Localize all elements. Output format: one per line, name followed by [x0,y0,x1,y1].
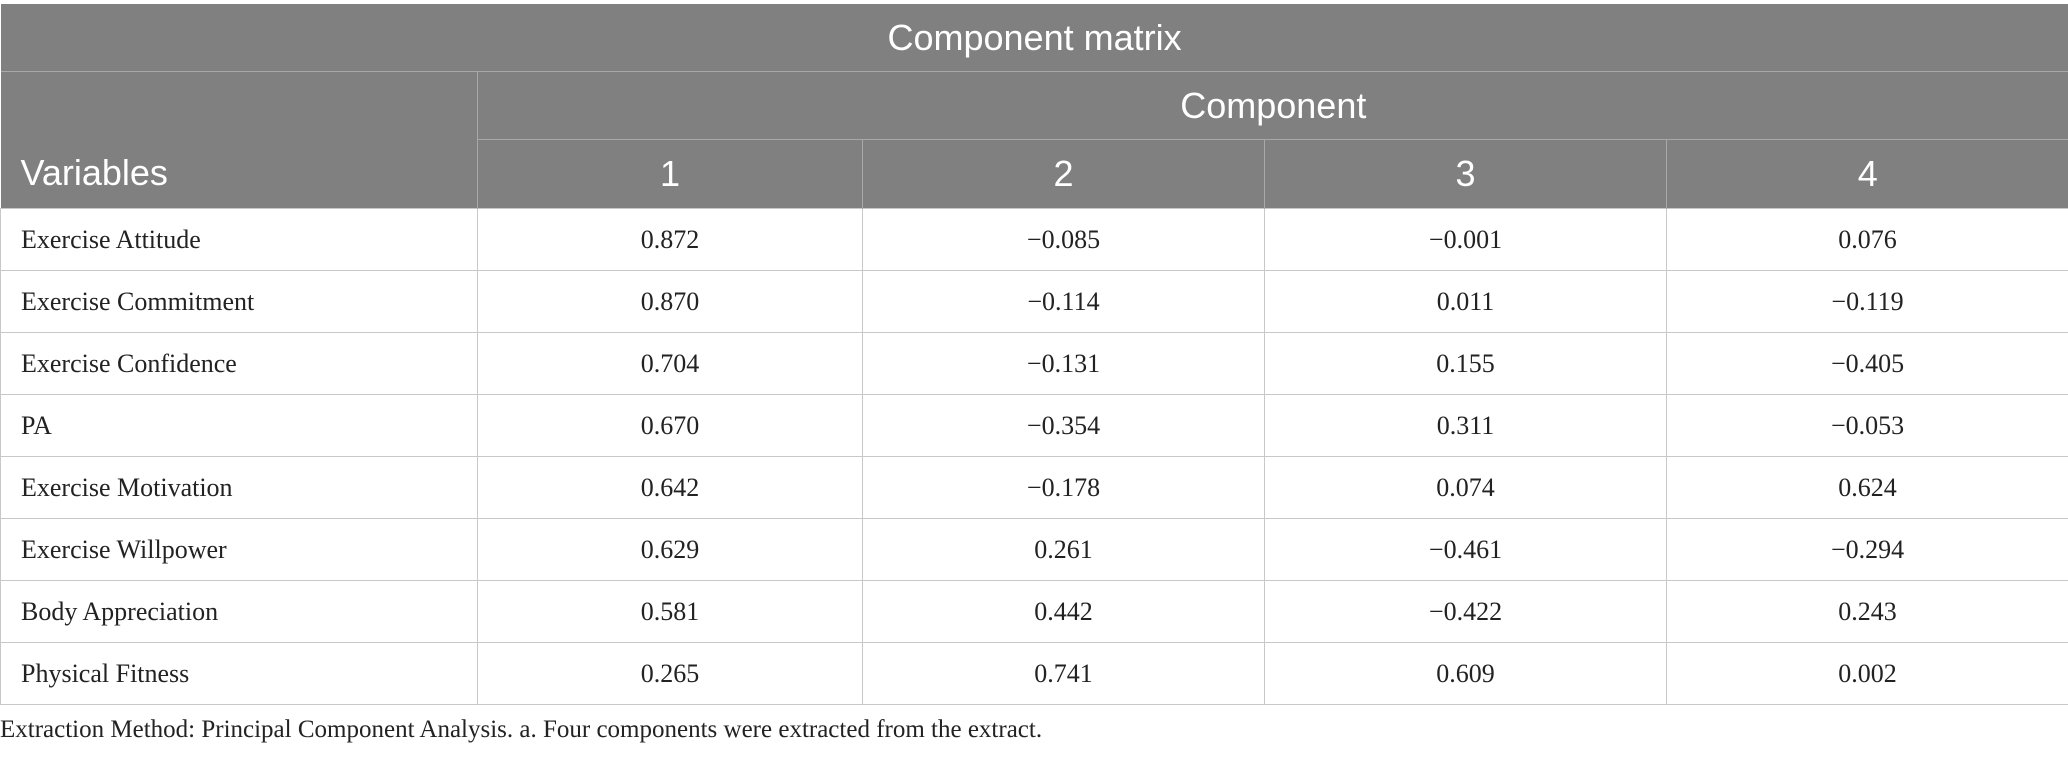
variable-name: PA [0,394,478,457]
variable-name: Exercise Motivation [0,456,478,519]
loading-cell: 0.624 [1665,456,2068,519]
table-body: Exercise Attitude 0.872 −0.085 −0.001 0.… [0,208,2068,705]
table-title-row: Component matrix [0,4,2068,72]
loading-cell: −0.001 [1264,208,1667,271]
loading-cell: −0.461 [1264,518,1667,581]
loading-cell: 0.442 [862,580,1265,643]
loading-cell: 0.581 [477,580,863,643]
loading-cell: 0.076 [1665,208,2068,271]
component-header-row: Variables Component [0,71,2068,209]
loading-cell: 0.870 [477,270,863,333]
component-number-4: 4 [1665,139,2068,209]
component-number-2: 2 [862,139,1265,209]
component-matrix-table: Component matrix Variables Component 1 2… [0,4,2068,705]
loading-cell: 0.265 [477,642,863,705]
loading-cell: −0.131 [862,332,1265,395]
table-row: Exercise Willpower 0.629 0.261 −0.461 −0… [0,518,2068,581]
loading-cell: 0.642 [477,456,863,519]
variable-name: Exercise Confidence [0,332,478,395]
loading-cell: 0.629 [477,518,863,581]
loading-cell: 0.311 [1264,394,1667,457]
variable-name: Physical Fitness [0,642,478,705]
component-number-1: 1 [477,139,863,209]
variable-name: Body Appreciation [0,580,478,643]
loading-cell: −0.114 [862,270,1265,333]
loading-cell: 0.011 [1264,270,1667,333]
table-header: Component matrix Variables Component 1 2… [0,4,2068,209]
loading-cell: −0.085 [862,208,1265,271]
table-row: Exercise Attitude 0.872 −0.085 −0.001 0.… [0,208,2068,271]
table-row: Exercise Confidence 0.704 −0.131 0.155 −… [0,332,2068,395]
loading-cell: 0.243 [1665,580,2068,643]
table-row: PA 0.670 −0.354 0.311 −0.053 [0,394,2068,457]
loading-cell: 0.741 [862,642,1265,705]
loading-cell: −0.422 [1264,580,1667,643]
component-header: Component [476,71,2068,140]
loading-cell: −0.405 [1665,332,2068,395]
loading-cell: 0.872 [477,208,863,271]
component-number-3: 3 [1264,139,1667,209]
loading-cell: 0.609 [1264,642,1667,705]
table-row: Exercise Motivation 0.642 −0.178 0.074 0… [0,456,2068,519]
table-footnote: Extraction Method: Principal Component A… [0,716,1043,743]
loading-cell: 0.261 [862,518,1265,581]
variables-header: Variables [0,71,478,209]
loading-cell: −0.053 [1665,394,2068,457]
table-row: Exercise Commitment 0.870 −0.114 0.011 −… [0,270,2068,333]
table-title: Component matrix [0,4,2068,72]
variable-name: Exercise Attitude [0,208,478,271]
loading-cell: 0.074 [1264,456,1667,519]
loading-cell: 0.670 [477,394,863,457]
table-row: Physical Fitness 0.265 0.741 0.609 0.002 [0,642,2068,705]
loading-cell: −0.178 [862,456,1265,519]
component-number-row: 1 2 3 4 [1,139,2068,209]
loading-cell: −0.294 [1665,518,2068,581]
loading-cell: 0.002 [1665,642,2068,705]
variable-name: Exercise Commitment [0,270,478,333]
loading-cell: −0.354 [862,394,1265,457]
loading-cell: −0.119 [1665,270,2068,333]
table-row: Body Appreciation 0.581 0.442 −0.422 0.2… [0,580,2068,643]
loading-cell: 0.704 [477,332,863,395]
variable-name: Exercise Willpower [0,518,478,581]
component-matrix-table-container: Component matrix Variables Component 1 2… [0,4,2068,705]
loading-cell: 0.155 [1264,332,1667,395]
